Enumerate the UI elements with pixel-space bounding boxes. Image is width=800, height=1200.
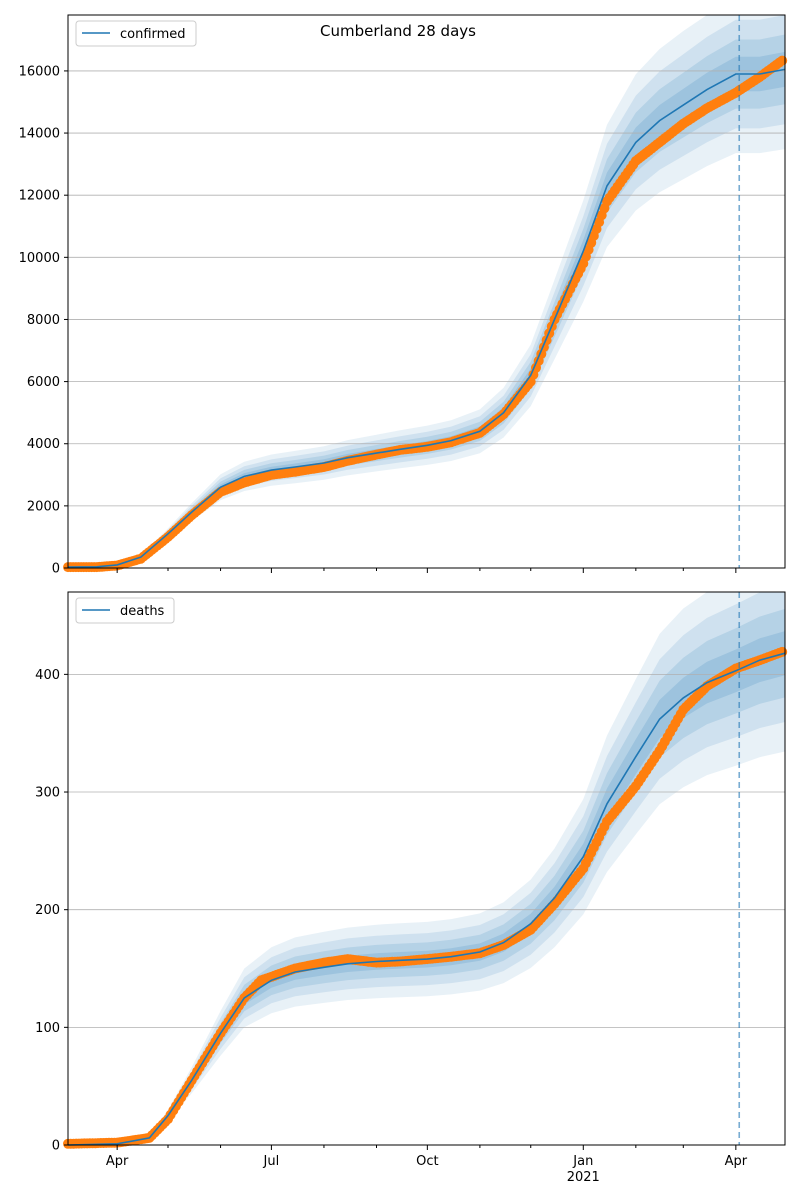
confirmed-x-axis <box>116 568 737 573</box>
deaths-legend: deaths <box>75 597 175 624</box>
confirmed-observed-point <box>777 55 788 66</box>
deaths-ytick-label: 200 <box>35 903 60 918</box>
deaths-band-1 <box>68 592 785 1145</box>
deaths-band-2 <box>68 608 785 1145</box>
confirmed-band-0 <box>68 15 785 568</box>
confirmed-plot-frame <box>67 14 786 569</box>
deaths-xtick-year-label: 2021 <box>567 1170 600 1185</box>
confirmed-ytick-label: 14000 <box>19 127 60 142</box>
deaths-xtick-label: Apr <box>106 1154 129 1169</box>
confirmed-ytick-label: 2000 <box>27 499 60 514</box>
confirmed-model-line-group <box>67 68 786 568</box>
confirmed-ytick-label: 0 <box>52 562 60 577</box>
confirmed-uncertainty-bands <box>68 15 785 568</box>
deaths-ytick-label: 300 <box>35 786 60 801</box>
confirmed-band-3 <box>68 51 785 568</box>
deaths-uncertainty-bands <box>68 592 785 1145</box>
deaths-band-3 <box>68 631 785 1145</box>
confirmed-band-1 <box>68 15 785 568</box>
deaths-xtick-label: Jan <box>572 1154 593 1169</box>
confirmed-legend: confirmed <box>75 20 197 47</box>
confirmed-ytick-label: 16000 <box>19 64 60 79</box>
deaths-ytick-label: 100 <box>35 1021 60 1036</box>
confirmed-legend-box <box>75 20 197 47</box>
deaths-legend-label: deaths <box>120 604 165 619</box>
deaths-model-line-group <box>67 652 786 1146</box>
confirmed-y-axis: 0 2000 4000 6000 8000 10000 12000 14000 16000 <box>19 64 68 577</box>
confirmed-legend-label: confirmed <box>120 27 186 42</box>
deaths-legend-box <box>75 597 175 624</box>
deaths-ytick-label: 0 <box>52 1139 60 1154</box>
deaths-model-line <box>67 652 786 1146</box>
confirmed-ytick-label: 8000 <box>27 313 60 328</box>
deaths-y-axis: 0 100 200 300 400 <box>35 668 68 1154</box>
deaths-plot-frame <box>67 591 786 1146</box>
figure-title: Cumberland 28 days <box>320 22 476 40</box>
confirmed-panel: 0 2000 4000 6000 8000 10000 12000 14000 16000 co… <box>19 14 788 577</box>
deaths-xtick-label: Apr <box>725 1154 748 1169</box>
confirmed-ytick-label: 12000 <box>19 189 60 204</box>
confirmed-ytick-label: 10000 <box>19 251 60 266</box>
deaths-xtick-label: Oct <box>416 1154 438 1169</box>
deaths-band-0 <box>68 592 785 1145</box>
confirmed-model-line <box>67 68 786 568</box>
deaths-xtick-label: Jul <box>263 1154 280 1169</box>
confirmed-band-2 <box>68 34 785 568</box>
confirmed-ytick-label: 4000 <box>27 437 60 452</box>
deaths-observed-points <box>63 646 788 1149</box>
confirmed-ytick-label: 6000 <box>27 375 60 390</box>
deaths-ytick-label: 400 <box>35 668 60 683</box>
